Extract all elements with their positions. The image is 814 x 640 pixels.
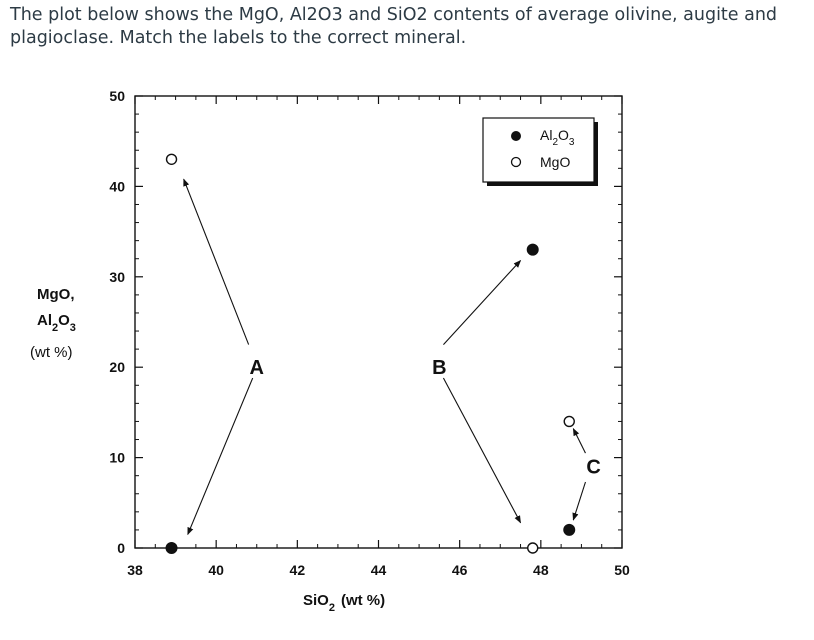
- mgo-point: [563, 415, 575, 428]
- annotation-arrow-a: [183, 178, 250, 345]
- question-text: The plot below shows the MgO, Al2O3 and …: [10, 5, 778, 48]
- x-tick-label: 38: [127, 562, 143, 578]
- annotation-label-a: A: [250, 357, 264, 379]
- x-tick-label: 44: [371, 562, 387, 578]
- annotation-label-b: B: [432, 357, 446, 379]
- legend-label-al2o3: Al2O3: [540, 127, 575, 148]
- x-tick-label: 40: [208, 562, 224, 578]
- legend: Al2O3 MgO: [482, 117, 598, 186]
- annotation-arrows: [183, 178, 586, 536]
- legend-label-mgo: MgO: [540, 154, 570, 170]
- x-tick-label: 48: [533, 562, 549, 578]
- annotation-arrow-c: [572, 481, 586, 521]
- annotation-arrow-b: [442, 377, 522, 524]
- mgo-point: [527, 542, 539, 554]
- data-points: [165, 153, 576, 554]
- y-tick-label: 10: [109, 450, 125, 466]
- annotation-arrow-b: [443, 259, 522, 345]
- svg-text:MgO,: MgO,: [37, 286, 75, 303]
- axis-ticks: [134, 95, 623, 549]
- y-axis-title: MgO, Al2O3 (wt %): [30, 286, 76, 361]
- x-axis-title: SiO2 (wt %): [303, 592, 385, 614]
- annotation-arrow-a: [187, 377, 254, 536]
- x-tick-label: 50: [614, 562, 630, 578]
- x-tick-label: 42: [290, 562, 306, 578]
- annotation-arrow-c: [572, 427, 586, 454]
- x-tick-label: 46: [452, 562, 468, 578]
- annotation-labels: A B C: [250, 357, 601, 478]
- y-tick-label: 50: [109, 88, 125, 104]
- axis-tick-labels: 38 40 42 44 46 48 50 0 10 20 30 40 50: [109, 88, 630, 578]
- y-tick-label: 20: [109, 359, 125, 375]
- svg-text:SiO2(wt %): SiO2 (wt %): [303, 592, 385, 614]
- legend-open-marker: [510, 156, 522, 168]
- al2o3-point: [165, 542, 178, 554]
- y-tick-label: 0: [117, 540, 125, 556]
- al2o3-point: [526, 243, 539, 256]
- mgo-point: [165, 153, 178, 165]
- svg-text:(wt %): (wt %): [30, 344, 73, 361]
- al2o3-point: [563, 523, 576, 536]
- y-tick-label: 40: [109, 178, 125, 194]
- y-tick-label: 30: [109, 269, 125, 285]
- svg-text:Al2O3: Al2O3: [37, 312, 76, 334]
- legend-filled-marker: [511, 131, 521, 141]
- annotation-label-c: C: [586, 457, 600, 479]
- legend-box: [482, 117, 595, 183]
